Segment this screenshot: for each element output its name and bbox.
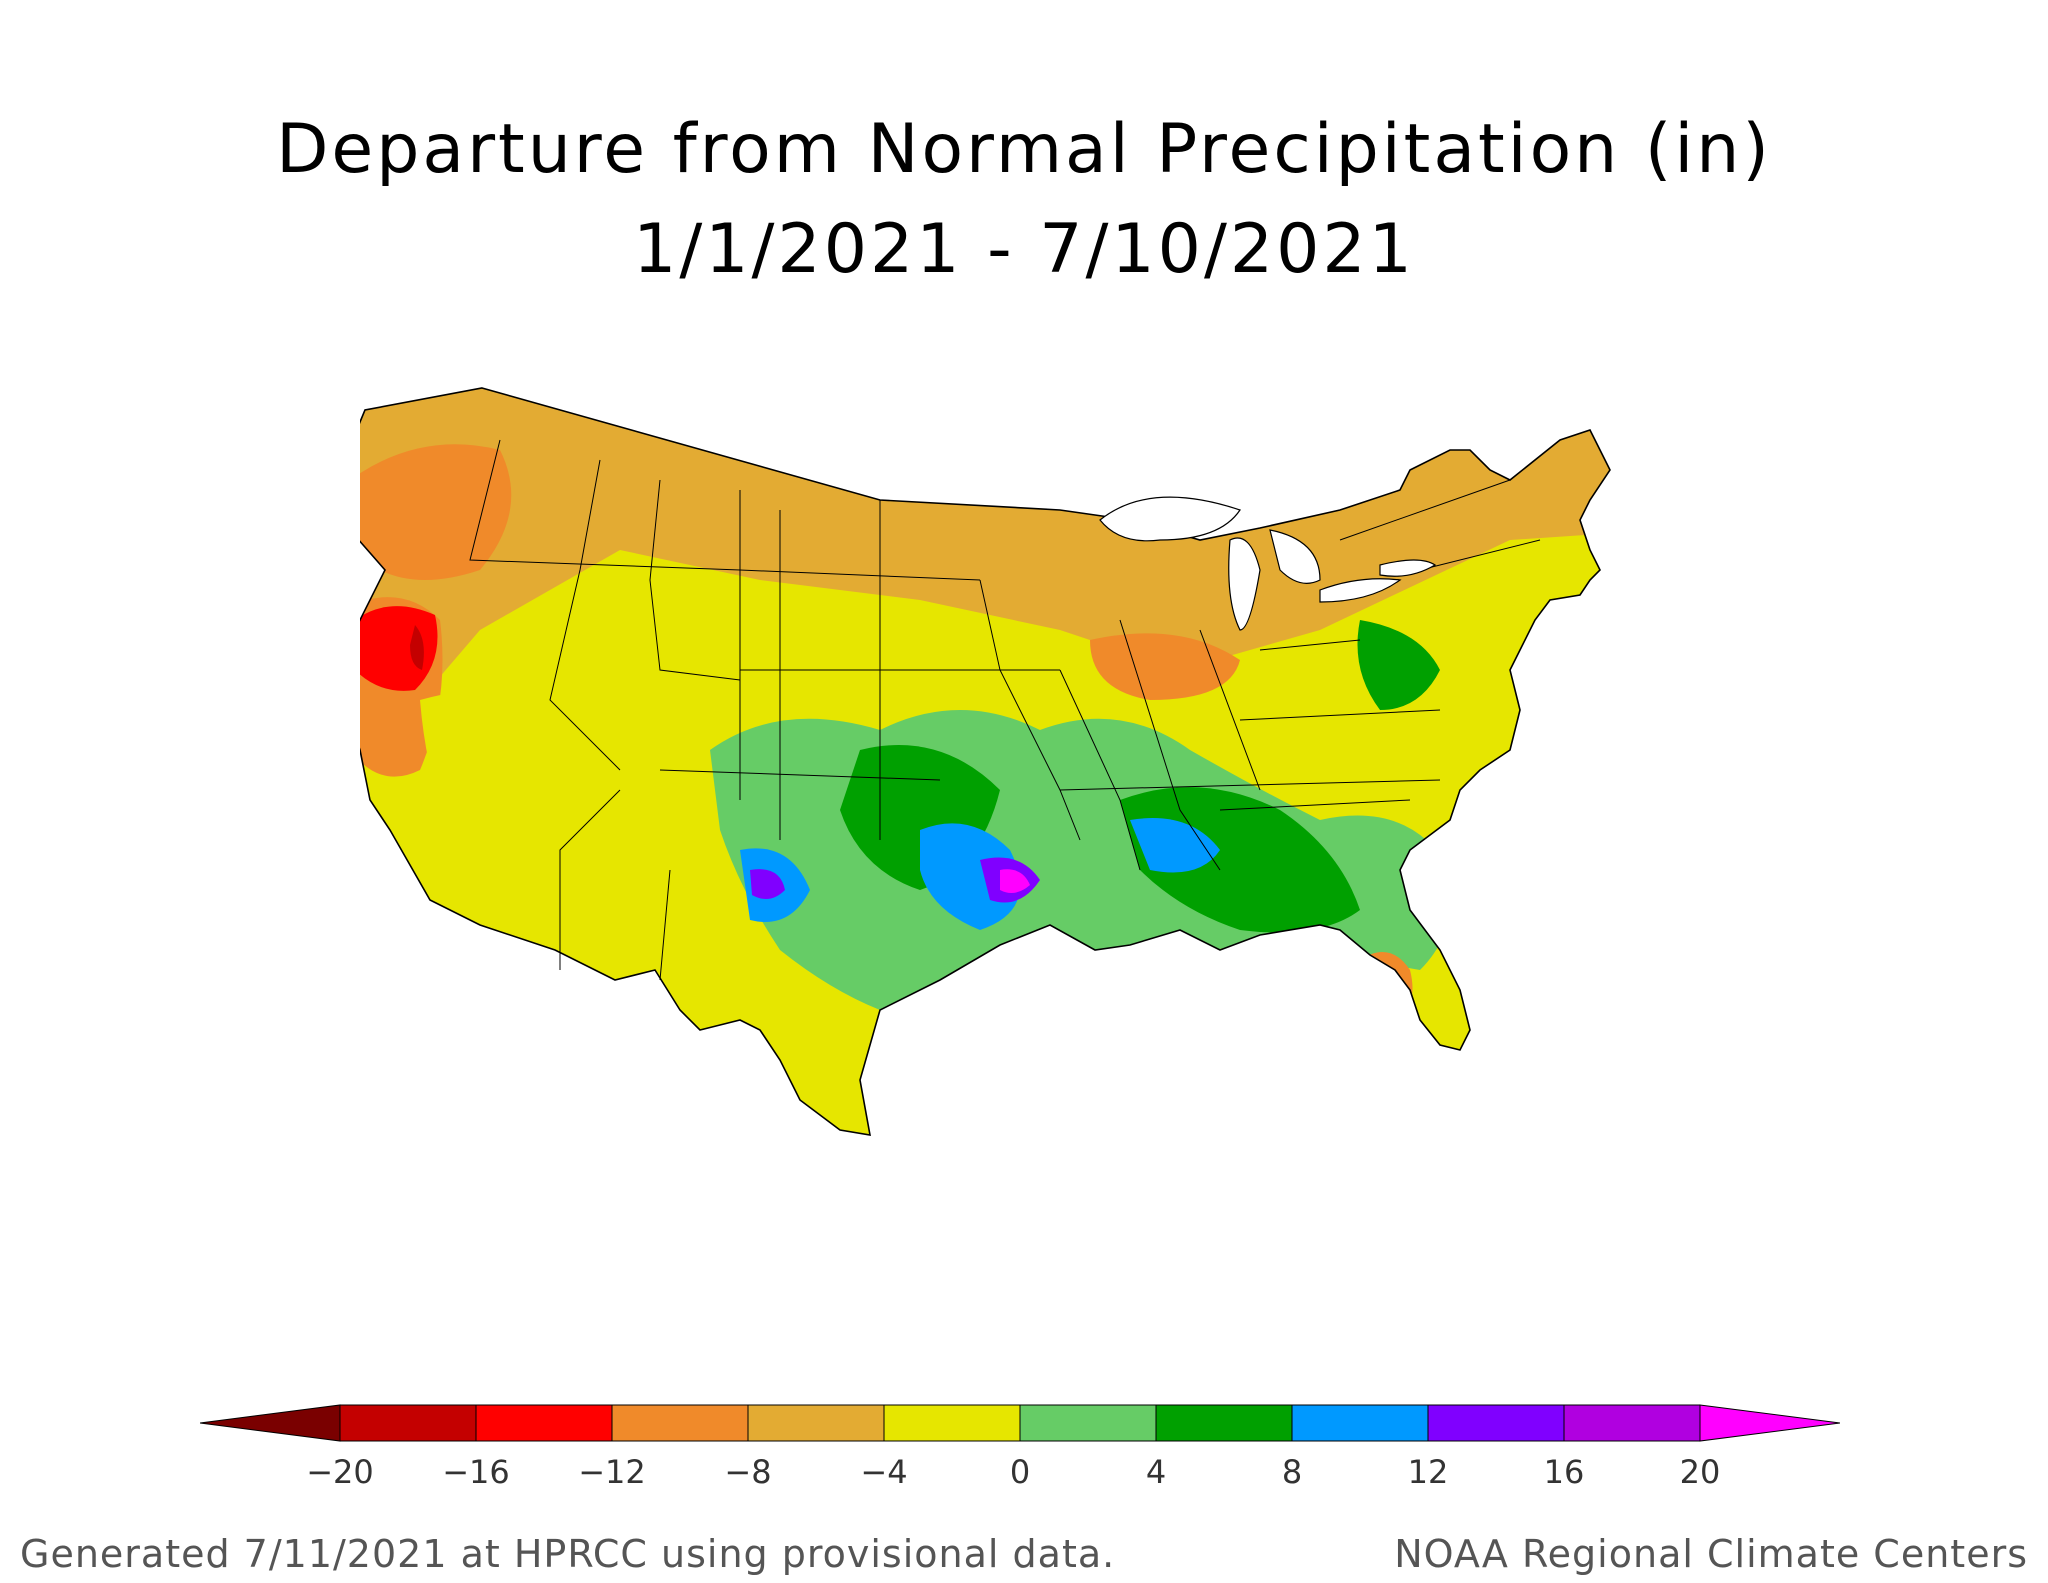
map-subtitle: 1/1/2021 - 7/10/2021 [633,210,1415,289]
state-boundaries [469,439,1541,981]
legend-bin [339,1404,477,1442]
footer-source-credit: NOAA Regional Climate Centers [1394,1532,2028,1576]
legend-tick-label: 20 [1680,1453,1721,1491]
great-lakes [1099,496,1437,631]
blue-wet-southeast [1130,818,1220,873]
legend-arrow-left [200,1404,341,1442]
legend-bin [475,1404,613,1442]
legend-bin [747,1404,885,1442]
legend-bin [1291,1404,1429,1442]
legend-tick-label: 8 [1282,1453,1302,1491]
legend-bin [1563,1404,1701,1442]
color-scale-legend: −20 −16 −12 −8 −4 0 4 8 12 16 20 [200,1404,1840,1491]
map-title: Departure from Normal Precipitation (in) [276,110,1772,189]
legend-bars [200,1404,1840,1442]
purple-texas-coast [750,869,785,899]
legend-bin [1427,1404,1565,1442]
legend-bin [1019,1404,1157,1442]
florida-red [1382,978,1400,996]
legend-bin [1155,1404,1293,1442]
iowa-dry-area [1090,633,1240,700]
footer-generated-note: Generated 7/11/2021 at HPRCC using provi… [20,1532,1116,1576]
legend-tick-label: 0 [1010,1453,1030,1491]
legend-tick-label: −8 [724,1453,771,1491]
legend-tick-label: 4 [1146,1453,1166,1491]
southwest-dry [420,687,627,880]
legend-ticks: −20 −16 −12 −8 −4 0 4 8 12 16 20 [306,1453,1720,1491]
legend-bin [883,1404,1021,1442]
california-deep-red-area [410,625,424,670]
blue-wet-gulf [920,823,1020,930]
green-carolinas [1357,620,1440,710]
legend-bin [611,1404,749,1442]
legend-tick-label: −20 [306,1453,374,1491]
legend-tick-label: −12 [578,1453,646,1491]
legend-tick-label: −4 [860,1453,907,1491]
magenta-louisiana [1000,869,1030,894]
legend-tick-label: 12 [1408,1453,1449,1491]
legend-arrow-right [1699,1404,1840,1442]
legend-tick-label: 16 [1544,1453,1585,1491]
legend-tick-label: −16 [442,1453,510,1491]
us-outline [360,387,1611,1136]
northwest-orange-area [360,444,512,580]
precipitation-departure-map [360,387,1611,1136]
